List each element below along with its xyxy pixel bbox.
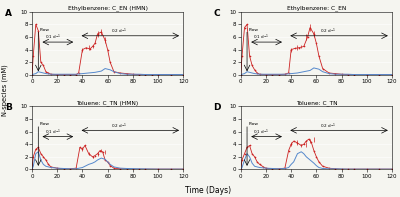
Text: Flow: Flow	[248, 122, 258, 126]
Text: 0.2 d$^{-1}$: 0.2 d$^{-1}$	[112, 27, 128, 36]
Text: Flow: Flow	[40, 122, 50, 126]
Title: Ethylbenzene: C_EN (HMN): Ethylbenzene: C_EN (HMN)	[68, 6, 148, 11]
Text: B: B	[5, 103, 12, 112]
Title: Ethylbenzene: C_EN: Ethylbenzene: C_EN	[287, 6, 346, 11]
Text: 0.2 d$^{-1}$: 0.2 d$^{-1}$	[320, 27, 336, 36]
Text: D: D	[214, 103, 221, 112]
Text: 0.2 d$^{-1}$: 0.2 d$^{-1}$	[320, 121, 336, 131]
Text: N-species (mM): N-species (mM)	[2, 65, 8, 116]
Text: Time (Days): Time (Days)	[185, 186, 231, 195]
Text: 0.1 d$^{-1}$: 0.1 d$^{-1}$	[253, 33, 270, 43]
Text: Flow: Flow	[40, 28, 50, 32]
Text: 0.1 d$^{-1}$: 0.1 d$^{-1}$	[45, 128, 61, 137]
Text: A: A	[5, 9, 12, 18]
Title: Toluene: C_TN: Toluene: C_TN	[296, 100, 337, 106]
Text: Flow: Flow	[248, 28, 258, 32]
Title: Toluene: C_TN (HMN): Toluene: C_TN (HMN)	[76, 100, 139, 106]
Text: 0.1 d$^{-1}$: 0.1 d$^{-1}$	[45, 33, 61, 43]
Text: 0.1 d$^{-1}$: 0.1 d$^{-1}$	[253, 128, 270, 137]
Text: C: C	[214, 9, 220, 18]
Text: 0.2 d$^{-1}$: 0.2 d$^{-1}$	[112, 121, 128, 131]
